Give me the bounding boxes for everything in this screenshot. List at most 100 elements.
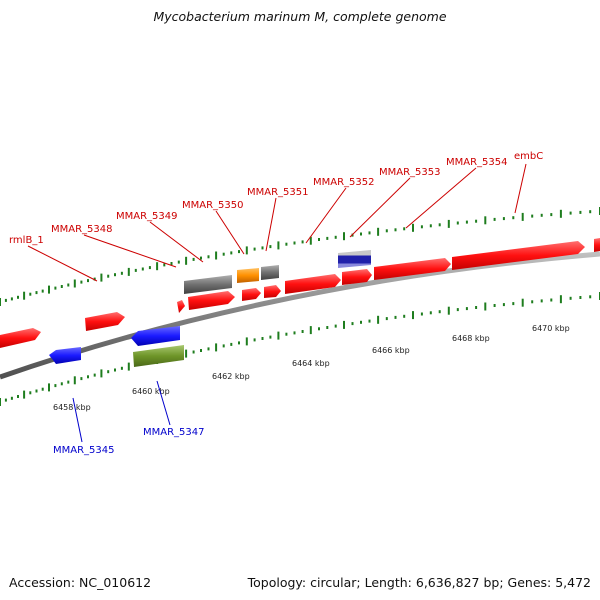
gene-label-MMAR_5352[interactable]: MMAR_5352 (313, 177, 375, 188)
major-tick (377, 315, 380, 324)
gene-arrow-reverse[interactable] (49, 347, 81, 364)
gene-label-embC[interactable]: embC (514, 151, 543, 162)
gene-arrow[interactable] (452, 241, 585, 270)
gene-label-MMAR_5348[interactable]: MMAR_5348 (51, 224, 113, 235)
genome-summary-text: Topology: circular; Length: 6,636,827 bp… (247, 575, 591, 590)
minor-tick (93, 277, 96, 281)
gene-label-MMAR_5353[interactable]: MMAR_5353 (379, 167, 441, 178)
minor-tick (148, 266, 151, 270)
minor-tick (465, 307, 468, 311)
minor-tick (429, 311, 432, 315)
major-tick (100, 369, 103, 378)
minor-tick (394, 315, 397, 319)
minor-tick (301, 330, 304, 333)
minor-tick (163, 263, 166, 267)
minor-tick (35, 291, 38, 295)
gene-arrow-reverse[interactable] (131, 326, 180, 346)
major-tick (100, 273, 103, 282)
minor-tick (60, 285, 63, 288)
feature-box-olive[interactable] (133, 345, 184, 367)
minor-tick (420, 312, 423, 316)
major-tick (245, 246, 248, 255)
gene-arrow[interactable] (177, 300, 185, 313)
minor-tick (177, 260, 180, 264)
gene-label-MMAR_5349[interactable]: MMAR_5349 (116, 211, 178, 222)
minor-tick (465, 220, 468, 224)
gene-label-MMAR_5354[interactable]: MMAR_5354 (446, 157, 508, 168)
minor-tick (60, 382, 63, 386)
minor-tick (293, 241, 296, 245)
minor-tick (134, 268, 137, 272)
feature-box-orange[interactable] (237, 268, 259, 283)
gene-arrow[interactable] (188, 291, 235, 310)
minor-tick (80, 280, 83, 284)
minor-tick (54, 286, 57, 290)
minor-tick (385, 229, 388, 233)
minor-tick (285, 242, 288, 246)
gene-label-MMAR_5347[interactable]: MMAR_5347 (143, 427, 205, 438)
minor-tick (261, 337, 264, 340)
gene-arrow[interactable] (594, 238, 600, 252)
map-title: Mycobacterium marinum M, complete genome (153, 9, 447, 24)
major-tick (521, 212, 524, 221)
major-tick (215, 343, 218, 352)
minor-tick (531, 300, 534, 304)
minor-tick (569, 296, 572, 300)
accession-text: Accession: NC_010612 (9, 575, 152, 590)
minor-tick (269, 245, 272, 249)
major-tick (559, 209, 562, 218)
reverse-strand-ticks (0, 292, 600, 406)
minor-tick (200, 256, 202, 260)
minor-tick (550, 298, 553, 302)
major-tick (0, 298, 1, 306)
minor-tick (493, 304, 496, 307)
forward-strand-ticks (0, 207, 600, 306)
minor-tick (120, 271, 123, 275)
major-tick (559, 295, 562, 304)
minor-tick (456, 221, 459, 225)
gene-arrow[interactable] (242, 288, 261, 301)
gene-label-MMAR_5345[interactable]: MMAR_5345 (53, 445, 115, 456)
minor-tick (67, 283, 70, 287)
minor-tick (4, 398, 7, 402)
gene-arrow[interactable] (85, 312, 125, 331)
minor-tick (475, 219, 478, 223)
feature-box-gray[interactable] (261, 265, 279, 280)
gene-arrow[interactable] (0, 328, 41, 348)
minor-tick (207, 347, 210, 351)
gene-arrow[interactable] (342, 269, 372, 285)
gene-arrow[interactable] (374, 258, 451, 280)
major-tick (127, 362, 130, 371)
minor-tick (261, 246, 264, 250)
gene-label-rmlB_1[interactable]: rmlB_1 (9, 235, 44, 246)
major-tick (215, 251, 218, 260)
major-tick (447, 219, 450, 228)
major-tick (73, 279, 76, 288)
minor-tick (512, 302, 515, 306)
minor-tick (107, 370, 110, 374)
minor-tick (207, 255, 210, 259)
gene-arrow[interactable] (264, 285, 281, 298)
feature-box-gray[interactable] (184, 275, 232, 294)
major-tick (412, 223, 414, 232)
minor-tick (540, 213, 543, 217)
minor-tick (326, 326, 329, 329)
tick-label-6458: 6458 kbp (53, 403, 91, 412)
minor-tick (318, 238, 320, 241)
gene-label-MMAR_5351[interactable]: MMAR_5351 (247, 187, 309, 198)
minor-tick (301, 240, 304, 244)
major-tick (309, 236, 312, 245)
minor-tick (326, 236, 329, 240)
feature-box-striped[interactable] (338, 250, 371, 268)
minor-tick (502, 217, 505, 221)
gene-label-MMAR_5350[interactable]: MMAR_5350 (182, 200, 244, 211)
minor-tick (10, 297, 13, 301)
major-tick (521, 298, 524, 307)
gene-arrow[interactable] (285, 274, 341, 294)
minor-tick (540, 299, 543, 303)
major-tick (185, 349, 188, 358)
major-tick (277, 241, 280, 250)
minor-tick (170, 262, 173, 265)
minor-tick (550, 213, 553, 217)
